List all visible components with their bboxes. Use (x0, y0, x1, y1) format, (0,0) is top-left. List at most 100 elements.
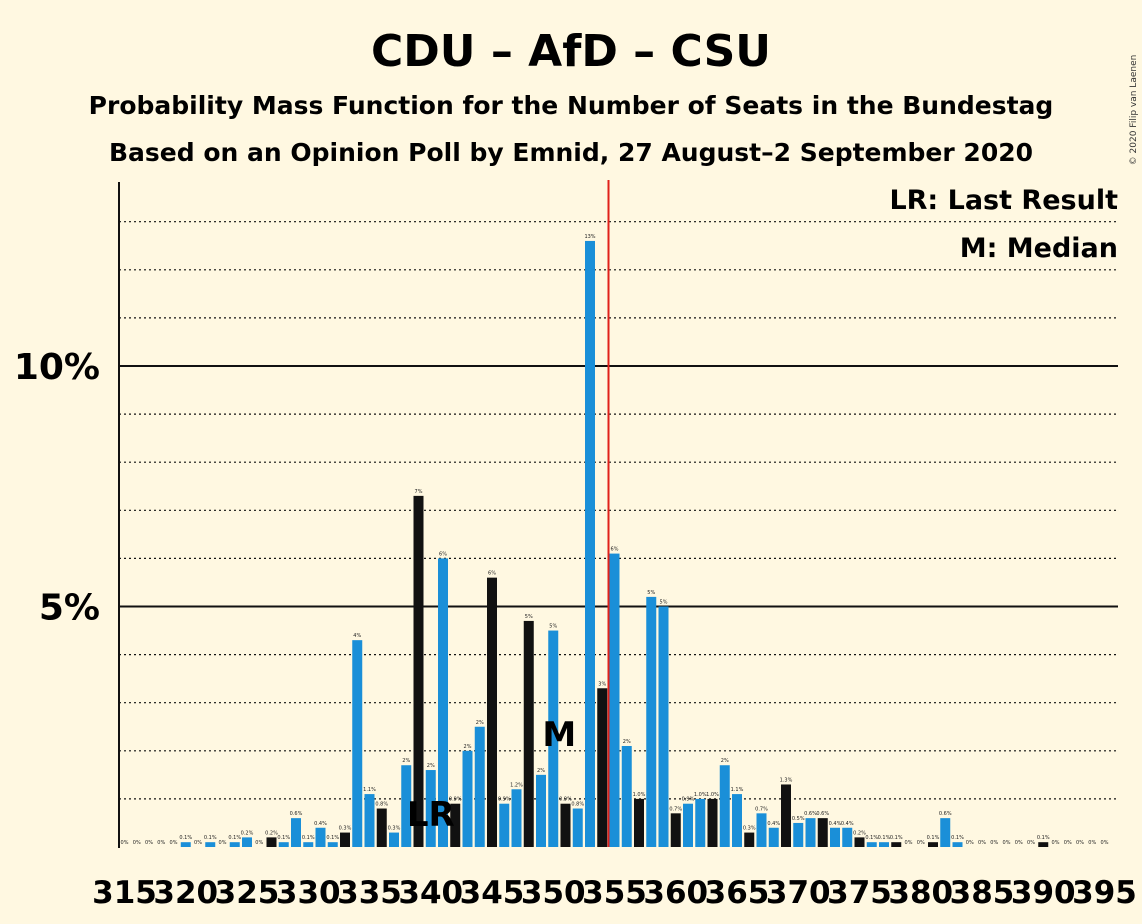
bar-390 (1038, 842, 1049, 847)
bar-348 (523, 620, 534, 847)
bar-365 (732, 794, 742, 847)
bar-333 (340, 832, 350, 847)
data-label-329: 0.6% (290, 811, 303, 817)
chart-subtitle-poll: Based on an Opinion Poll by Emnid, 27 Au… (109, 138, 1033, 167)
data-label-368: 0.4% (767, 821, 780, 827)
data-label-330: 0.1% (302, 835, 315, 841)
data-label-328: 0.1% (277, 835, 290, 841)
data-label-336: 0.8% (375, 802, 388, 808)
data-label-382: 0.6% (939, 811, 952, 817)
data-label-353: 13% (584, 234, 595, 240)
bar-381 (928, 842, 938, 847)
data-label-323: 0% (219, 840, 227, 846)
data-label-315: 0% (121, 840, 129, 846)
data-label-321: 0% (194, 840, 202, 846)
bar-374 (842, 827, 853, 847)
bar-382 (940, 818, 951, 847)
data-label-357: 1.0% (633, 792, 646, 798)
data-label-362: 1.0% (694, 792, 707, 798)
x-tick-label: 335 (337, 875, 402, 911)
x-tick-label: 390 (1011, 875, 1076, 911)
data-label-356: 2% (623, 739, 631, 745)
data-label-370: 0.5% (792, 816, 805, 822)
last-result-marker: LR (407, 795, 455, 835)
data-label-390: 0.1% (1037, 835, 1050, 841)
data-label-345: 6% (488, 571, 496, 577)
bar-325 (242, 837, 252, 847)
data-label-371: 0.6% (804, 811, 817, 817)
bar-367 (756, 813, 767, 847)
bar-357 (634, 798, 644, 847)
bar-347 (511, 789, 522, 847)
bar-356 (621, 745, 632, 847)
bar-334 (352, 640, 363, 847)
data-label-366: 0.3% (743, 826, 756, 832)
bar-368 (768, 827, 779, 847)
bar-361 (683, 803, 693, 847)
x-tick-label: 370 (766, 875, 831, 911)
x-tick-label: 330 (276, 875, 341, 911)
x-tick-label: 350 (521, 875, 586, 911)
data-label-372: 0.6% (816, 811, 829, 817)
data-label-391: 0% (1052, 840, 1060, 846)
data-label-317: 0% (145, 840, 153, 846)
data-label-325: 0.2% (241, 830, 254, 836)
bar-338 (401, 765, 412, 847)
data-labels: 0% 0% 0% 0% 0%0.1%0%0.1%0%0.1%0.2%0%0.2%0.1%… (121, 234, 1109, 846)
bar-320 (180, 842, 191, 847)
data-label-374: 0.4% (841, 821, 854, 827)
bar-345 (487, 577, 497, 847)
bar-351 (560, 803, 571, 847)
data-label-333: 0.3% (339, 826, 352, 832)
data-label-342: 0.9% (449, 797, 462, 803)
bar-335 (364, 794, 375, 847)
data-label-318: 0% (157, 840, 165, 846)
bar-375 (854, 837, 865, 847)
data-label-394: 0% (1088, 840, 1096, 846)
data-label-322: 0.1% (204, 835, 217, 841)
bar-350 (548, 630, 559, 847)
x-tick-label: 325 (215, 875, 280, 911)
bar-383 (952, 842, 963, 847)
bar-340 (425, 770, 436, 847)
bar-376 (866, 842, 877, 847)
chart-subtitle: Probability Mass Function for the Number… (89, 91, 1054, 120)
data-label-387: 0% (1003, 840, 1011, 846)
bar-337 (389, 832, 399, 847)
bar-363 (707, 798, 718, 847)
x-tick-label: 385 (950, 875, 1015, 911)
x-tick-label: 340 (398, 875, 463, 911)
data-label-354: 3% (598, 681, 606, 687)
bar-328 (278, 842, 289, 847)
data-label-358: 5% (647, 590, 655, 596)
data-label-335: 1.1% (363, 787, 376, 793)
bar-353 (585, 240, 595, 847)
data-label-337: 0.3% (388, 826, 401, 832)
data-label-378: 0.1% (890, 835, 903, 841)
bar-359 (658, 606, 669, 847)
bar-377 (879, 842, 889, 847)
bar-329 (291, 818, 301, 847)
y-tick-labels: 5% 10% (14, 347, 100, 629)
bar-344 (474, 726, 485, 847)
x-tick-label: 380 (888, 875, 953, 911)
data-label-332: 0.1% (326, 835, 339, 841)
data-label-395: 0% (1101, 840, 1109, 846)
data-label-319: 0% (170, 840, 178, 846)
data-label-373: 0.4% (829, 821, 842, 827)
bar-366 (744, 832, 755, 847)
data-label-350: 5% (549, 624, 557, 630)
bar-322 (205, 842, 216, 847)
data-label-386: 0% (990, 840, 998, 846)
data-label-361: 0.9% (682, 797, 695, 803)
bar-342 (450, 803, 461, 847)
data-label-384: 0% (966, 840, 974, 846)
bar-362 (695, 798, 706, 847)
data-label-320: 0.1% (179, 835, 192, 841)
bar-373 (830, 827, 840, 847)
x-tick-label: 320 (153, 875, 218, 911)
bar-360 (670, 813, 681, 847)
legend-last-result: LR: Last Result (889, 185, 1118, 216)
x-tick-label: 365 (705, 875, 770, 911)
